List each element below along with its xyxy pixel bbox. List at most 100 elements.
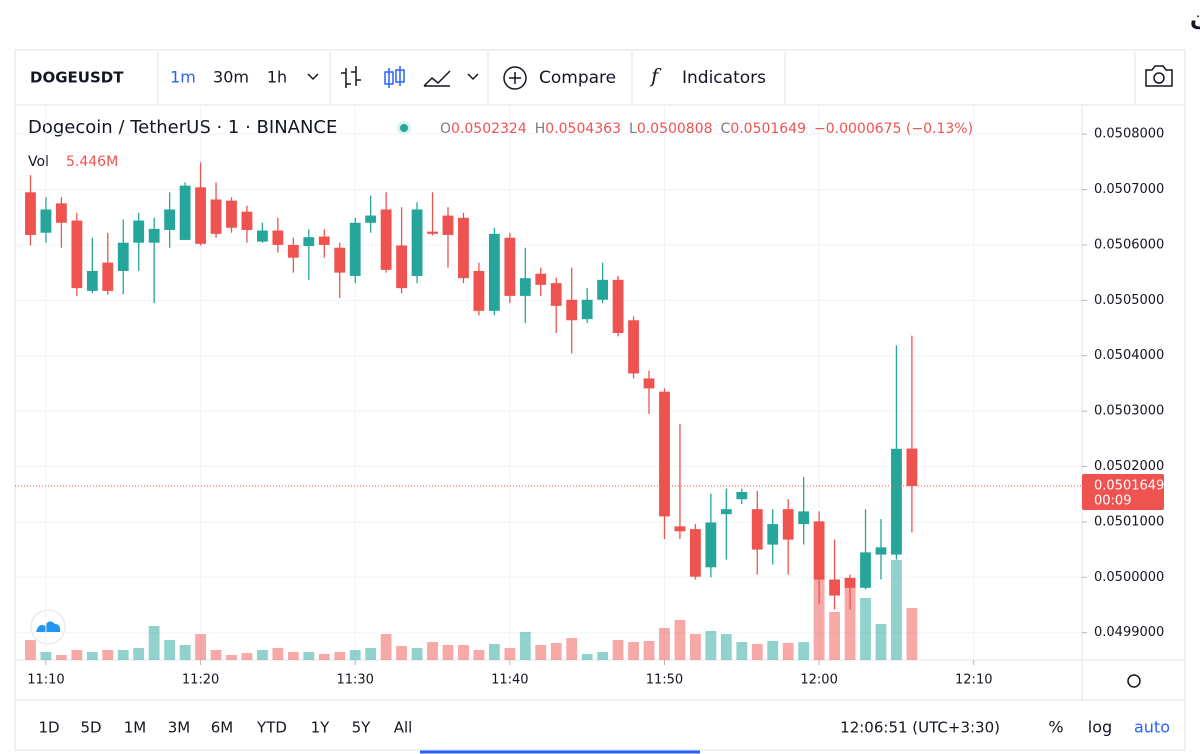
candle-body [427,231,438,234]
compare-icon[interactable] [503,66,527,90]
scale-option[interactable]: log [1088,718,1112,737]
chart-title: Dogecoin / TetherUS · 1 · BINANCE [28,117,337,138]
candle-body [736,491,748,500]
candle-body [411,209,423,276]
candle-body [318,236,330,245]
countdown: 00:09 [1094,493,1131,508]
symbol[interactable]: DOGEUSDT [30,69,124,87]
volume-bar [519,632,531,660]
volume-bar [767,640,779,660]
candle-body [133,220,145,243]
indicators-button[interactable]: Indicators [682,68,766,88]
camera-lens [1153,72,1165,84]
volume-bar [689,634,701,660]
volume-bar [581,653,593,660]
candle-body [798,511,810,525]
volume-bar [891,560,902,660]
candle-body [597,279,609,300]
candle-body [117,242,129,271]
volume-bar [349,649,361,660]
volume-bar [102,649,114,660]
candle-body [473,270,485,311]
camera-icon[interactable] [1145,65,1173,87]
candles-icon[interactable] [384,66,405,88]
volume-bar [287,651,299,660]
volume-bar [411,647,423,660]
volume-bar [705,630,717,660]
y-tick-label: 0.0505000 [1094,293,1164,308]
candle-body [829,579,840,596]
ohlc-key: C [721,121,731,137]
candle-body [334,247,346,273]
candle-body [705,522,717,568]
candle-body [813,521,825,580]
candle-body [860,552,871,588]
volume-bar [117,649,129,660]
volume-bar [535,645,547,660]
chart-frame [14,49,1186,751]
candle-body [102,262,114,291]
y-tick-label: 0.0506000 [1094,237,1164,252]
volume-bar [643,640,655,660]
style-chevron[interactable] [467,73,479,81]
range-button[interactable]: 1M [124,719,147,737]
volume-bar [720,634,732,660]
x-tick-label: 12:10 [955,673,992,688]
scale-option[interactable]: auto [1134,718,1170,737]
y-tick-label: 0.0508000 [1094,127,1164,142]
range-button[interactable]: 5D [80,719,101,737]
plot [25,162,918,660]
candle-body [241,211,253,230]
volume-bar [179,645,191,660]
volume-bar [798,642,810,660]
scale-option[interactable]: % [1048,718,1063,737]
interval-button[interactable]: 1m [170,68,196,87]
candle-body [751,509,763,550]
y-tick-label: 0.0503000 [1094,404,1164,419]
candle-body [396,245,408,289]
candle-body [659,391,670,517]
candle-body [782,509,794,540]
ohlc-key: O [440,121,451,137]
interval-chevron[interactable] [307,73,319,81]
volume-bar [628,642,639,660]
volume-bar [860,598,871,660]
volume-bar [844,577,856,660]
candle-body [164,209,176,230]
bars-icon[interactable] [341,66,361,88]
interval-button[interactable]: 1h [267,68,287,87]
candle-body [488,233,500,311]
volume-bar [133,647,145,660]
candle-body [40,209,52,233]
candle-body [875,547,887,555]
volume-bar [736,642,748,660]
y-tick-label: 0.0500000 [1094,570,1164,585]
candle-body [550,283,562,306]
range-button[interactable]: 1Y [311,719,331,737]
range-button[interactable]: All [394,719,413,737]
candle-body [287,244,299,258]
compare-button[interactable]: Compare [539,68,616,88]
candle-body [844,577,856,588]
price-label-box [1082,473,1164,510]
candle-body [535,273,547,285]
volume-bar [195,634,206,660]
range-button[interactable]: 5Y [352,719,372,737]
candle-body [519,278,531,296]
candle-body [148,228,160,243]
volume-bar [241,653,253,660]
candle-body [689,529,701,577]
range-button[interactable]: 1D [38,719,59,737]
volume-name: Vol [28,154,49,170]
candle-body [71,220,83,289]
range-button[interactable]: 6M [211,719,234,737]
range-button[interactable]: 3M [168,719,191,737]
range-button[interactable]: YTD [256,719,287,737]
settings-icon[interactable] [1127,674,1141,688]
candle-body [906,448,918,486]
market-status [400,124,408,132]
interval-button[interactable]: 30m [213,68,249,87]
candle-body [25,192,36,235]
area-icon[interactable] [423,70,451,87]
